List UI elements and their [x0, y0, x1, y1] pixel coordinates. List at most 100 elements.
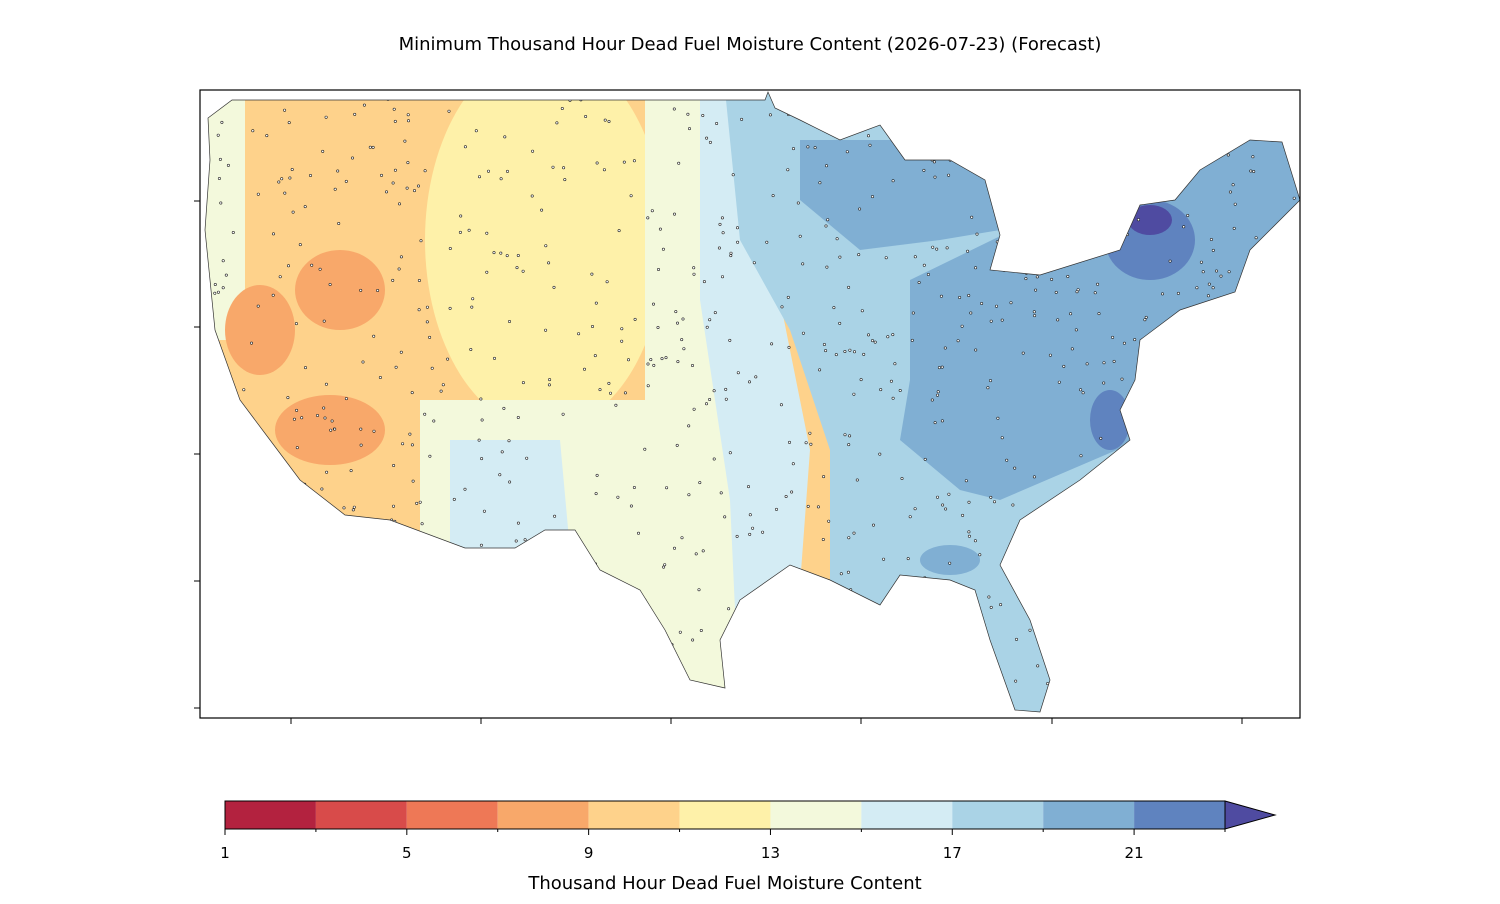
station-dot [1182, 225, 1186, 229]
station-dot [723, 515, 727, 519]
station-dot [321, 95, 325, 99]
station-dot [1251, 155, 1255, 159]
station-dot [824, 164, 828, 168]
station-dot [208, 104, 212, 108]
station-dot [690, 363, 694, 367]
station-dot [885, 684, 889, 688]
station-dot [595, 473, 599, 477]
station-dot [661, 247, 665, 251]
station-dot [822, 475, 826, 479]
station-dot [452, 497, 456, 501]
station-dot [499, 251, 503, 255]
station-dot [818, 368, 822, 372]
station-dot [349, 469, 353, 473]
station-dot [975, 601, 979, 605]
station-dot [1144, 315, 1148, 319]
station-dot [417, 278, 421, 282]
colorbar-label: Thousand Hour Dead Fuel Moisture Content [527, 873, 921, 894]
station-dot [736, 640, 740, 644]
station-dot [910, 666, 914, 670]
station-dot [928, 618, 932, 622]
station-dot [1241, 308, 1245, 312]
station-dot [428, 454, 432, 458]
station-dot [1143, 318, 1147, 322]
station-dot [866, 333, 870, 337]
station-dot [467, 228, 471, 232]
station-dot [736, 371, 740, 375]
station-dot [251, 703, 255, 707]
station-dot [517, 599, 521, 603]
station-dot [991, 118, 995, 122]
station-dot [898, 388, 902, 392]
station-dot [704, 402, 708, 406]
station-dot [518, 624, 522, 628]
station-dot [552, 285, 556, 289]
station-dot [603, 118, 607, 122]
station-dot [720, 216, 724, 220]
station-dot [1253, 392, 1257, 396]
station-dot [1203, 588, 1207, 592]
station-dot [392, 463, 396, 467]
station-dot [727, 607, 731, 611]
station-dot [216, 133, 220, 137]
station-dot [1168, 622, 1172, 626]
station-dot [1219, 274, 1223, 278]
station-dot [1064, 551, 1068, 555]
station-dot [362, 103, 366, 107]
station-dot [977, 670, 981, 674]
colorbar-frame [224, 800, 1226, 830]
station-dot [252, 561, 256, 565]
station-dot [1005, 458, 1009, 462]
station-dot [286, 264, 290, 268]
station-dot [1081, 391, 1085, 395]
station-dot [482, 509, 486, 513]
station-dot [524, 680, 528, 684]
station-dot [1196, 657, 1200, 661]
station-dot [205, 385, 209, 389]
station-dot [698, 481, 702, 485]
station-dot [612, 646, 616, 650]
station-dot [553, 618, 557, 622]
station-dot [617, 229, 621, 233]
station-dot [1186, 377, 1190, 381]
station-dot [801, 262, 805, 266]
station-dot [680, 536, 684, 540]
station-dot [650, 209, 654, 213]
station-dot [855, 109, 859, 113]
station-dot [1249, 408, 1253, 412]
station-dot [216, 290, 220, 294]
station-dot [1062, 571, 1066, 575]
station-dot [748, 513, 752, 517]
station-dot [416, 184, 420, 188]
station-dot [987, 595, 991, 599]
station-dot [318, 94, 322, 98]
station-dot [354, 609, 358, 613]
station-dot [1161, 292, 1165, 296]
station-dot [946, 139, 950, 143]
station-dot [206, 413, 210, 417]
station-dot [933, 664, 937, 668]
station-dot [1069, 312, 1073, 316]
station-dot [344, 179, 348, 183]
station-dot [616, 671, 620, 675]
station-dot [1220, 666, 1224, 670]
station-dot [1270, 565, 1274, 569]
station-dot [771, 194, 775, 198]
colorbar-bin [588, 801, 680, 829]
colorbar-tick-label: 17 [943, 844, 962, 862]
station-dot [530, 194, 534, 198]
station-dot [940, 365, 944, 369]
station-dot [1245, 302, 1249, 306]
station-dot [218, 157, 222, 161]
station-dot [692, 272, 696, 276]
station-dot [1074, 518, 1078, 522]
station-dot [1033, 314, 1037, 318]
station-dot [1202, 685, 1206, 689]
station-dot [687, 424, 691, 428]
station-dot [944, 507, 948, 511]
station-dot [348, 621, 352, 625]
station-dot [708, 318, 712, 322]
station-dot [1179, 595, 1183, 599]
station-dot [285, 635, 289, 639]
